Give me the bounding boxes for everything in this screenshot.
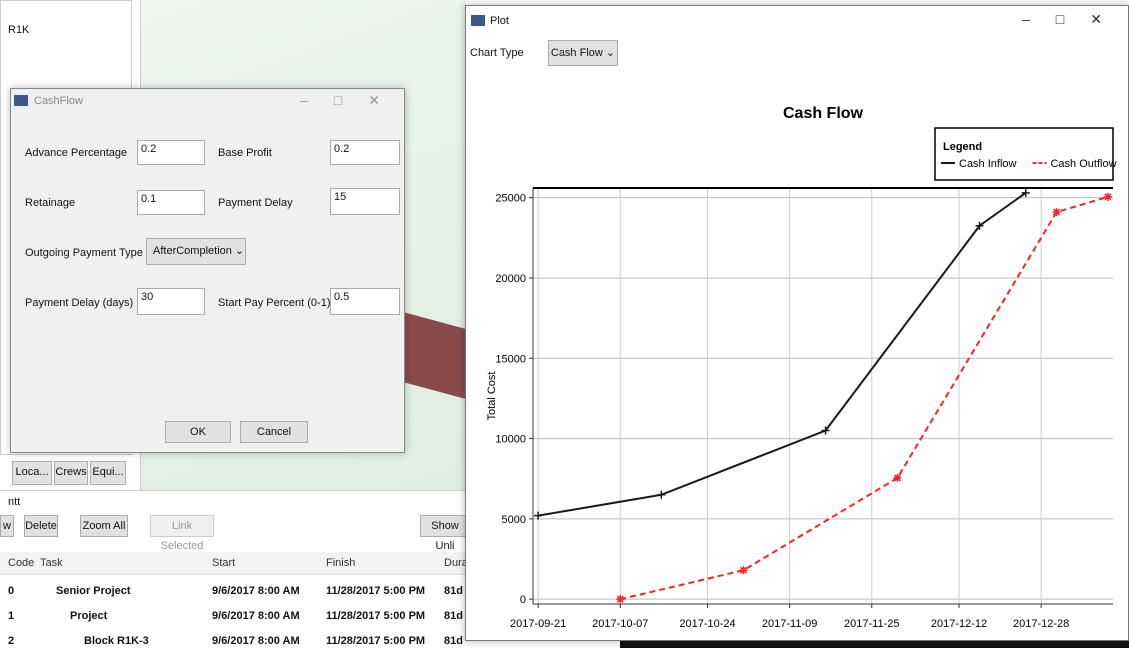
text-input[interactable]: 30 [137,288,205,315]
text-input[interactable]: 0.1 [137,190,205,215]
tab[interactable]: Equi... [90,461,126,485]
column-header[interactable]: Task [40,557,63,569]
window-icon [14,95,28,106]
y-tick-label: 10000 [495,434,526,446]
x-tick-label: 2017-12-12 [931,618,987,630]
tab[interactable]: Loca... [12,461,52,485]
column-header[interactable]: Code [8,557,34,569]
field-label: Payment Delay (days) [25,297,133,309]
y-axis-label: Total Cost [486,372,498,421]
y-tick-label: 20000 [495,273,526,285]
table-cell: Project [70,610,107,622]
table-cell: 11/28/2017 5:00 PM [326,635,425,647]
table-cell: 2 [8,635,14,647]
field-label: Start Pay Percent (0-1) [218,297,331,309]
table-cell: 9/6/2017 8:00 AM [212,635,300,647]
legend-label: Cash Inflow [959,158,1017,170]
tab[interactable]: Crews [54,461,88,485]
table-cell: 81d [444,635,463,647]
text-input[interactable]: 0.2 [137,140,205,165]
text-input[interactable]: 15 [330,188,400,215]
data-point [1104,193,1112,201]
field-label: Retainage [25,197,75,209]
legend-label: Cash Outflow [1050,158,1116,170]
y-tick-label: 5000 [502,514,526,526]
field-label: Base Profit [218,147,272,159]
dialog-title: CashFlow [34,95,83,107]
x-tick-label: 2017-10-24 [679,618,735,630]
y-tick-label: 15000 [495,353,526,365]
table-cell: 81d [444,585,463,597]
text-input[interactable]: 0.5 [330,288,400,315]
gantt-label: ntt [8,496,20,508]
table-cell: 9/6/2017 8:00 AM [212,585,300,597]
x-tick-label: 2017-09-21 [510,618,566,630]
column-header[interactable]: Finish [326,557,355,569]
cancel-button[interactable]: Cancel [240,421,308,443]
separator [0,490,465,491]
combo-value: AfterCompletion [153,245,232,257]
table-cell: Senior Project [56,585,131,597]
tree-item[interactable]: R1K [8,24,29,36]
y-tick-label: 0 [520,594,526,606]
table-cell: Block R1K-3 [84,635,149,647]
x-tick-label: 2017-12-28 [1013,618,1069,630]
button[interactable]: Show Unli [420,515,470,537]
table-cell: 1 [8,610,14,622]
button[interactable]: w [0,515,14,537]
column-header[interactable]: Start [212,557,235,569]
button[interactable]: Delete [24,515,58,537]
chart-title: Cash Flow [783,105,864,122]
field-label: Advance Percentage [25,147,127,159]
data-point [893,474,901,482]
text-input[interactable]: 0.2 [330,140,400,165]
button[interactable]: Link Selected [150,515,214,537]
table-cell: 11/28/2017 5:00 PM [326,585,425,597]
ok-button[interactable]: OK [165,421,231,443]
table-cell: 11/28/2017 5:00 PM [326,610,425,622]
combo-box[interactable]: AfterCompletion ⌄ [146,238,246,265]
x-tick-label: 2017-10-07 [592,618,648,630]
chart: Cash Flow 0 5000 10000 15000 20000 25000 2017-0… [465,0,1129,648]
field-label: Outgoing Payment Type [25,247,143,259]
data-point [616,595,624,603]
table-cell: 81d [444,610,463,622]
screen: R1K Loca... Crews Equi... ntt w Delete Z… [0,0,1129,648]
legend-box [935,128,1113,180]
table-cell: 0 [8,585,14,597]
x-tick-label: 2017-11-09 [762,618,817,630]
y-tick-label: 25000 [495,193,526,205]
data-point [739,566,747,574]
field-label: Payment Delay [218,197,293,209]
button[interactable]: Zoom All [80,515,128,537]
table-cell: 9/6/2017 8:00 AM [212,610,300,622]
legend-title: Legend [943,141,982,153]
x-tick-label: 2017-11-25 [844,618,899,630]
window-controls[interactable]: –□✕ [300,92,406,109]
data-point [1053,208,1061,216]
